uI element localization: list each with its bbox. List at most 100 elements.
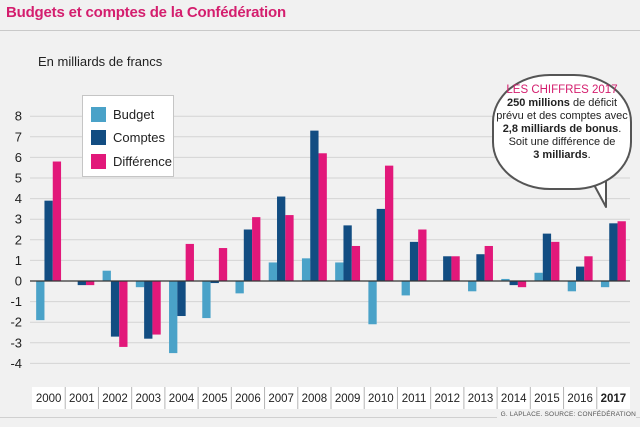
source-credit: G. LAPLACE. SOURCE: CONFÉDÉRATION — [496, 411, 636, 418]
bar-budget-2016 — [567, 281, 577, 292]
x-tick-label-2004: 2004 — [169, 393, 195, 405]
bar-budget-2000 — [36, 281, 45, 321]
bar-comptes-2004 — [177, 281, 186, 317]
x-tick-label-2005: 2005 — [202, 393, 228, 405]
y-tick-label: 0 — [15, 274, 22, 289]
x-tick-label-2009: 2009 — [335, 393, 361, 405]
legend-item-comptes: Comptes — [91, 129, 165, 145]
bar-comptes-2015 — [542, 233, 552, 281]
y-tick-label: 1 — [15, 253, 22, 268]
x-tick-label-2016: 2016 — [567, 393, 593, 405]
x-tick-label-2001: 2001 — [69, 393, 95, 405]
bar-difference-2010 — [384, 165, 394, 281]
bar-budget-2009 — [335, 262, 344, 281]
y-axis-ticks: 8 7 6 5 4 3 2 1 0 -1 -2 -3 -4 — [10, 109, 22, 371]
bar-difference-2013 — [484, 245, 493, 281]
bar-comptes-2006 — [243, 229, 253, 281]
legend-label-comptes: Comptes — [113, 129, 166, 145]
bar-difference-2005 — [218, 248, 228, 281]
bar-comptes-2014 — [509, 281, 518, 286]
bar-budget-2013 — [468, 281, 477, 292]
bar-comptes-2010 — [376, 208, 385, 281]
y-tick-label: 2 — [15, 232, 22, 247]
bar-budget-2006 — [235, 281, 244, 294]
bar-difference-2009 — [351, 245, 361, 281]
chart-title: Budgets et comptes de la Confédération — [6, 4, 286, 21]
y-tick-label: 4 — [15, 191, 22, 206]
footer-divider — [0, 417, 640, 418]
bar-budget-2002 — [102, 270, 111, 281]
x-tick-label-2006: 2006 — [235, 393, 261, 405]
bar-budget-2014 — [501, 278, 510, 281]
y-tick-label: 5 — [15, 171, 22, 186]
bar-budget-2008 — [301, 258, 311, 281]
bar-difference-2006 — [252, 217, 261, 281]
legend-swatch-comptes — [91, 129, 106, 145]
y-tick-label: 8 — [15, 109, 22, 124]
bar-difference-2000 — [52, 161, 62, 281]
annotation-line-1: 250 millions de déficit — [494, 97, 630, 110]
x-tick-label-2012: 2012 — [434, 393, 460, 405]
bar-difference-2012 — [451, 256, 460, 281]
bar-comptes-2007 — [277, 196, 286, 281]
bar-difference-2002 — [119, 281, 128, 347]
bar-difference-2016 — [584, 256, 593, 281]
x-tick-label-2017: 2017 — [601, 393, 627, 405]
bar-comptes-2000 — [44, 200, 53, 281]
y-tick-label: 6 — [15, 150, 22, 165]
x-axis: 2000 2001 2002 2003 2004 2005 2006 2007 2008 2009… — [32, 387, 630, 409]
legend-item-difference: Différence — [91, 153, 172, 169]
annotation-bonus: 2,8 milliards de bonus — [502, 123, 619, 135]
annotation-deficit: 250 millions — [506, 97, 570, 109]
y-axis-label: En milliards de francs — [38, 54, 163, 69]
annotation-difference: 3 milliards — [533, 149, 588, 161]
bar-difference-2008 — [318, 153, 327, 281]
x-tick-label-2011: 2011 — [402, 393, 427, 405]
bar-comptes-2017 — [609, 223, 618, 281]
annotation-difference-rest: . — [587, 149, 591, 161]
bar-comptes-2008 — [310, 130, 319, 281]
bar-comptes-2001 — [77, 281, 86, 286]
bar-comptes-2016 — [576, 266, 585, 281]
x-tick-label-2002: 2002 — [102, 393, 128, 405]
bar-budget-2015 — [534, 272, 543, 281]
bar-difference-2015 — [551, 241, 560, 281]
annotation-line-3: 2,8 milliards de bonus. — [494, 123, 630, 136]
annotation-deficit-rest: de déficit — [569, 97, 618, 109]
bar-budget-2004 — [169, 281, 178, 354]
legend-item-budget: Budget — [91, 106, 154, 122]
legend-swatch-budget — [91, 106, 106, 122]
x-tick-label-2013: 2013 — [468, 393, 494, 405]
bar-comptes-2012 — [443, 256, 452, 281]
x-tick-label-2008: 2008 — [302, 393, 328, 405]
bar-difference-2003 — [152, 281, 161, 335]
annotation-callout: LES CHIFFRES 2017 250 millions de défici… — [492, 74, 632, 190]
bar-comptes-2003 — [144, 281, 153, 339]
y-tick-label: -1 — [10, 294, 22, 309]
legend-label-difference: Différence — [113, 153, 173, 169]
annotation-bonus-rest: . — [618, 123, 622, 135]
x-tick-label-2014: 2014 — [501, 393, 527, 405]
bar-difference-2004 — [185, 243, 194, 281]
annotation-line-4: Soit une différence de — [508, 136, 616, 148]
x-tick-label-2015: 2015 — [534, 393, 560, 405]
legend-swatch-difference — [91, 153, 106, 169]
annotation-title: LES CHIFFRES 2017 — [506, 84, 618, 96]
title-divider — [0, 30, 640, 31]
x-tick-label-2000: 2000 — [36, 393, 62, 405]
bar-budget-2005 — [202, 281, 211, 319]
bar-difference-2001 — [85, 281, 95, 286]
y-tick-label: 3 — [15, 212, 22, 227]
bar-comptes-2013 — [476, 254, 485, 281]
gridlines — [30, 115, 630, 364]
annotation-line-2: prévu et des comptes avec — [496, 110, 628, 122]
legend: Budget Comptes Différence — [82, 95, 174, 177]
bar-comptes-2002 — [110, 281, 120, 337]
bar-budget-2017 — [600, 281, 610, 288]
bar-budget-2010 — [368, 281, 377, 325]
x-tick-label-2010: 2010 — [368, 393, 394, 405]
y-tick-label: -2 — [10, 315, 22, 330]
bar-budget-2007 — [268, 262, 278, 281]
